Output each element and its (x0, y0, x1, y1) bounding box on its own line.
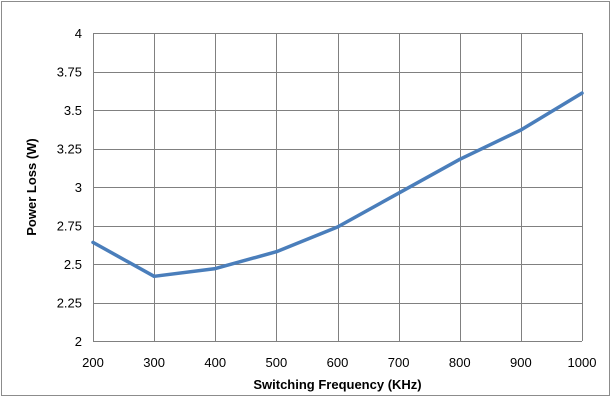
x-tick-label: 800 (449, 355, 471, 370)
data-point (91, 240, 95, 244)
y-tick-label: 2.25 (57, 296, 82, 311)
y-tick-label: 3 (75, 180, 82, 195)
x-axis-title: Switching Frequency (KHz) (253, 377, 421, 392)
y-tick-label: 2.5 (64, 257, 82, 272)
data-point (519, 128, 523, 132)
x-tick-label: 500 (266, 355, 288, 370)
y-tick-labels: 2 2.25 2.5 2.75 3 3.25 3.5 3.75 4 (57, 26, 82, 349)
data-point (274, 250, 278, 254)
y-axis-title: Power Loss (W) (24, 138, 39, 236)
x-tick-label: 200 (82, 355, 104, 370)
x-tick-label: 400 (204, 355, 226, 370)
y-tick-label: 4 (75, 26, 82, 41)
data-point (580, 91, 584, 95)
y-tick-label: 2 (75, 334, 82, 349)
x-tick-label: 900 (510, 355, 532, 370)
data-point (213, 267, 217, 271)
series-group (91, 91, 584, 279)
x-tick-label: 600 (327, 355, 349, 370)
x-tick-label: 700 (388, 355, 410, 370)
data-point (458, 157, 462, 161)
data-point (152, 274, 156, 278)
x-tick-labels: 200 300 400 500 600 700 800 900 1000 (82, 355, 596, 370)
y-tick-label: 3.75 (57, 65, 82, 80)
x-tick-label: 300 (143, 355, 165, 370)
grid-lines (93, 33, 583, 342)
y-tick-label: 3.25 (57, 142, 82, 157)
x-tick-label: 1000 (568, 355, 597, 370)
data-point (397, 191, 401, 195)
y-tick-label: 3.5 (64, 103, 82, 118)
series-line (91, 91, 584, 279)
y-tick-label: 2.75 (57, 219, 82, 234)
data-point (336, 225, 339, 229)
